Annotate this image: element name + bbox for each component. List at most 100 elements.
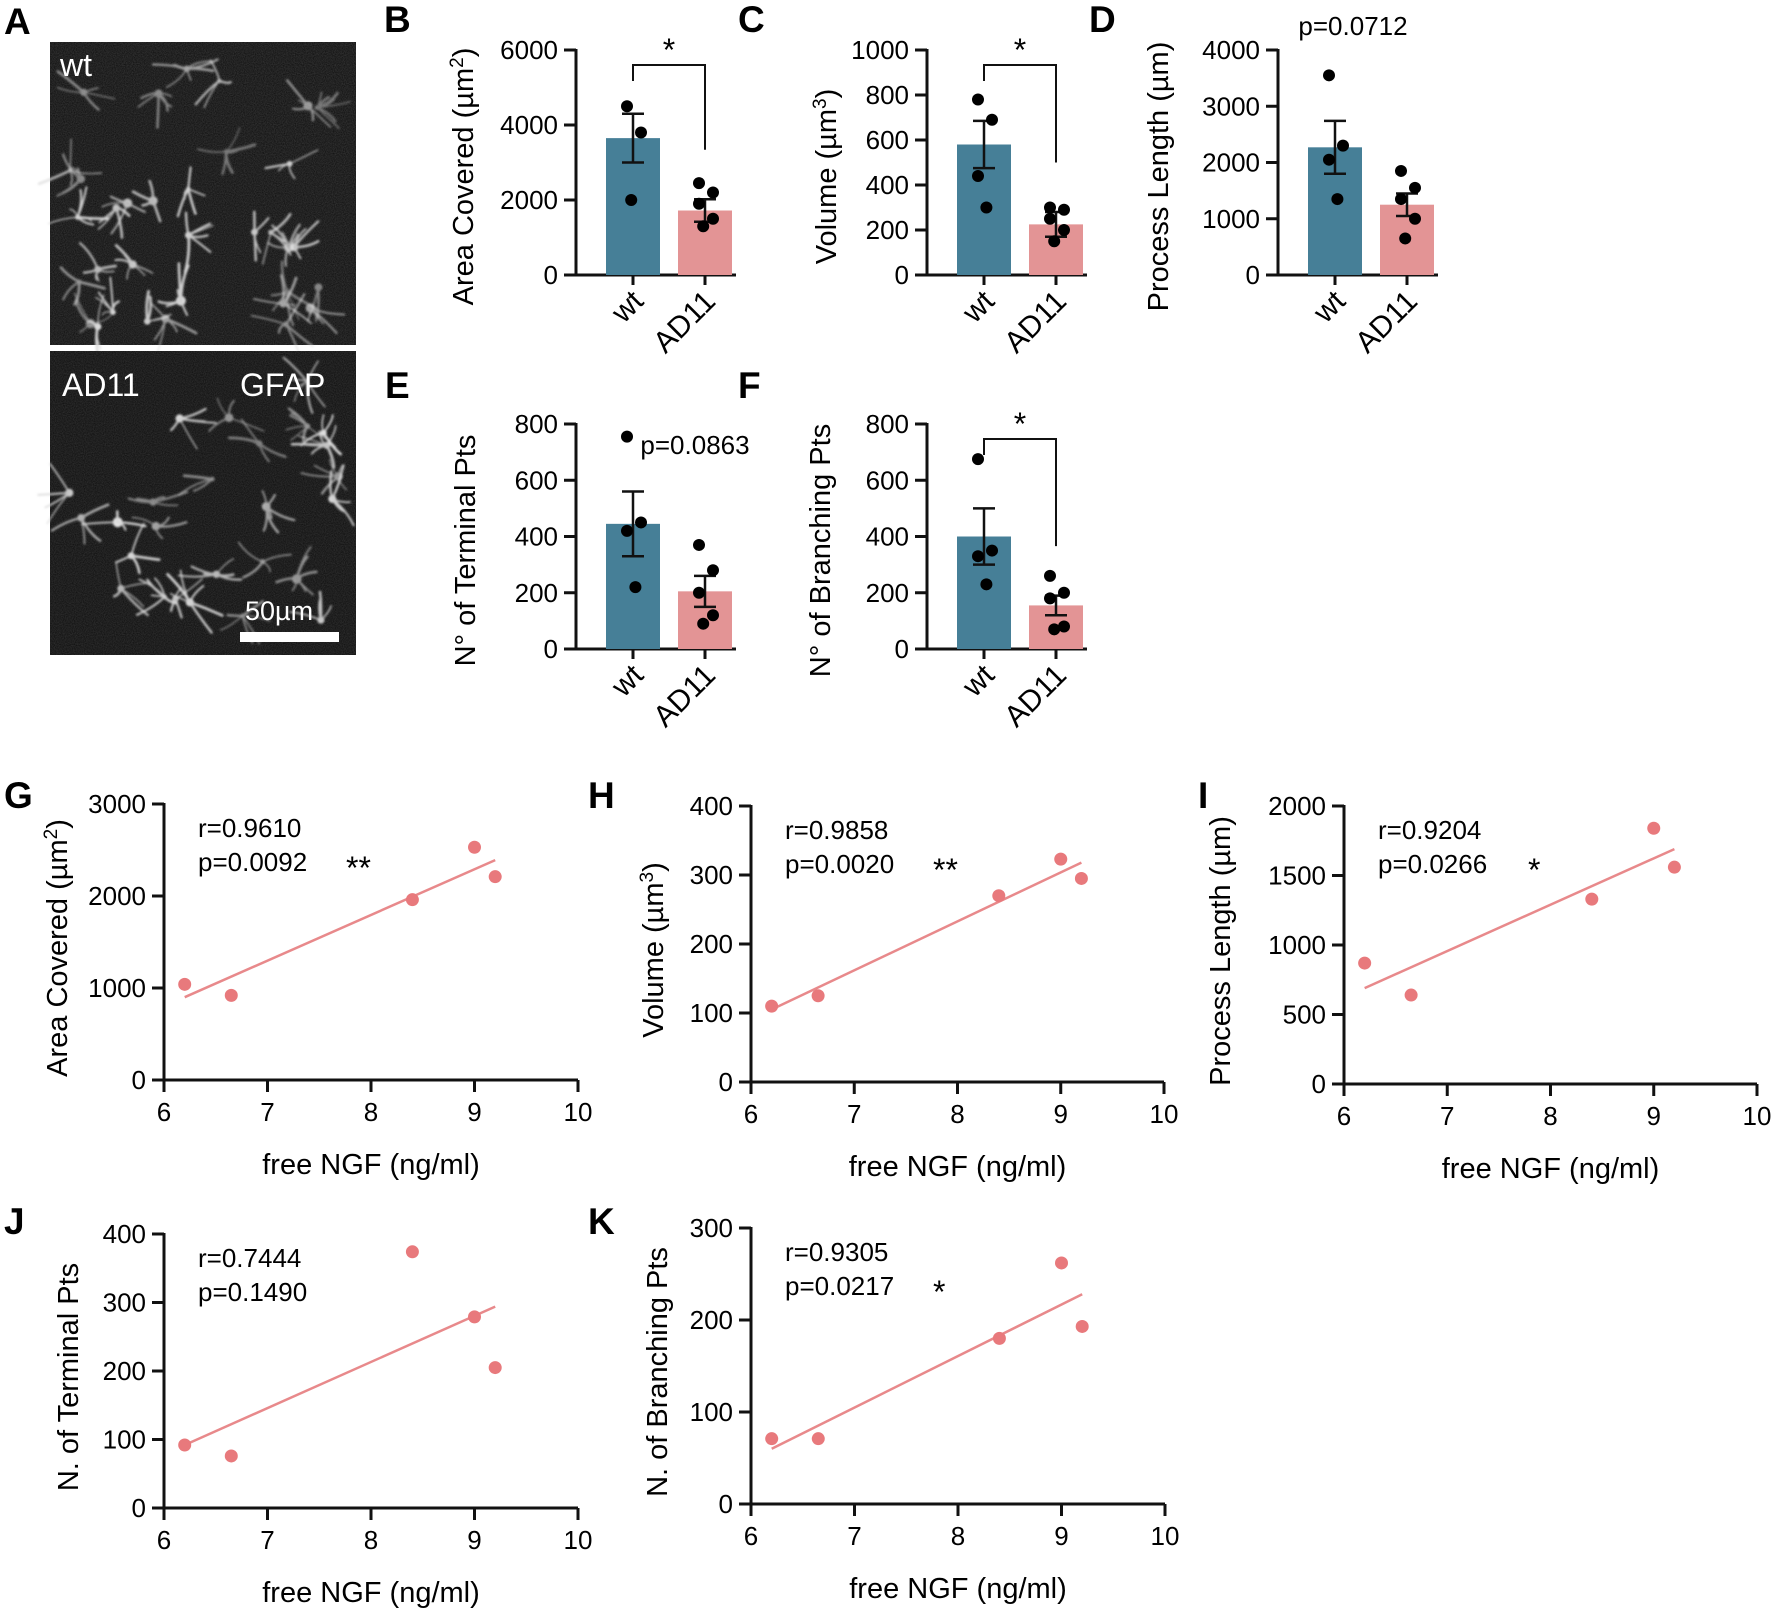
astrocyte-process: [306, 380, 326, 408]
x-tick-label: 8: [1543, 1101, 1557, 1131]
astrocyte: [136, 577, 178, 616]
micrograph-label-ad11: AD11: [62, 367, 140, 403]
data-point: [635, 126, 647, 139]
y-tick-label: 200: [866, 215, 909, 245]
astrocyte-process: [120, 587, 145, 608]
astrocyte-process: [157, 92, 169, 112]
scatter-point: [1404, 988, 1418, 1002]
data-point: [1409, 212, 1421, 225]
astrocyte-process: [115, 562, 122, 590]
x-axis-title: free NGF (ng/ml): [849, 1573, 1067, 1605]
regression-line: [184, 1305, 496, 1447]
astrocyte-process: [297, 99, 309, 107]
astrocyte-process: [300, 472, 340, 478]
astrocyte-process: [76, 189, 83, 219]
astrocyte-process: [286, 290, 295, 327]
astrocyte-process: [44, 491, 71, 509]
data-point: [629, 581, 642, 594]
astrocyte-process: [318, 598, 323, 622]
data-point: [697, 220, 710, 233]
data-point: [980, 578, 993, 591]
astrocyte: [59, 266, 106, 306]
x-tick-label: 8: [364, 1525, 378, 1555]
scatter-point: [1667, 860, 1681, 874]
y-tick-label: 0: [895, 634, 909, 664]
scale-bar-label: 50µm: [245, 596, 313, 626]
astrocyte-process: [174, 597, 183, 619]
x-axis-title: free NGF (ng/ml): [262, 1577, 480, 1609]
astrocyte: [228, 418, 287, 463]
astrocyte-process: [188, 601, 213, 634]
y-tick-label: 1000: [851, 35, 909, 65]
astrocyte-process: [78, 242, 99, 271]
astrocyte-process: [80, 516, 102, 542]
p-value-label: p=0.0266: [1378, 849, 1487, 879]
panel-a: A wt AD11 GFAP 50µm: [4, 1, 356, 655]
y-tick-label: 200: [103, 1356, 146, 1386]
data-point: [986, 544, 998, 557]
astrocyte-process: [215, 573, 243, 581]
panel-letter-c: C: [738, 0, 765, 40]
astrocyte-process: [280, 274, 285, 305]
x-category-label: wt: [605, 658, 651, 704]
scatter-point: [811, 989, 825, 1003]
astrocyte: [97, 204, 131, 239]
astrocyte: [177, 558, 243, 581]
significance-star: *: [1014, 32, 1026, 68]
astrocyte: [112, 562, 149, 617]
y-tick-label: 2000: [500, 185, 558, 215]
astrocyte-process: [220, 615, 244, 631]
astrocyte-process: [290, 442, 329, 447]
astrocyte-process: [271, 224, 290, 249]
astrocyte-process: [153, 317, 167, 341]
astrocyte-process: [126, 263, 134, 280]
y-tick-label: 0: [132, 1493, 146, 1523]
astrocyte-process: [179, 569, 191, 604]
data-point: [986, 113, 998, 126]
astrocyte-process: [320, 605, 332, 621]
astrocyte-process: [138, 578, 166, 598]
y-axis-title: Process Length (µm): [1205, 816, 1237, 1086]
astrocyte-process: [293, 228, 307, 249]
data-point: [1058, 224, 1070, 236]
data-point: [707, 564, 719, 577]
x-axis-title: free NGF (ng/ml): [262, 1149, 480, 1181]
data-point: [1058, 203, 1070, 216]
astrocyte-process: [185, 67, 215, 73]
astrocyte: [151, 58, 219, 88]
astrocyte-process: [101, 202, 129, 208]
astrocyte: [282, 356, 326, 414]
y-axis-title: Area Covered (µm2): [447, 48, 481, 306]
astrocyte: [270, 260, 318, 327]
astrocyte-process: [145, 289, 150, 323]
data-point: [1399, 232, 1412, 245]
astrocyte-process: [155, 525, 164, 540]
astrocyte-process: [115, 206, 124, 239]
data-point: [693, 177, 705, 190]
y-axis-title: Area Covered (µm2): [41, 819, 75, 1077]
astrocyte-process: [178, 417, 206, 423]
regression-line: [771, 861, 1082, 1011]
scatter-point: [1074, 871, 1088, 885]
x-category-label: AD11: [647, 659, 722, 734]
astrocyte-process: [132, 263, 146, 276]
astrocyte: [290, 220, 320, 260]
astrocyte: [95, 276, 120, 316]
astrocyte-process: [337, 475, 348, 491]
data-point: [1048, 235, 1061, 248]
micrograph-label-wt: wt: [59, 47, 92, 83]
x-tick-label: 10: [564, 1097, 593, 1127]
astrocyte-process: [265, 493, 276, 508]
astrocyte-process: [216, 397, 230, 419]
astrocyte-process: [269, 231, 287, 243]
astrocyte-process: [316, 106, 340, 130]
y-tick-label: 400: [866, 170, 909, 200]
x-tick-label: 8: [364, 1097, 378, 1127]
astrocyte-process: [218, 79, 232, 85]
astrocyte-process: [112, 587, 123, 598]
astrocyte-process: [154, 516, 170, 528]
x-tick-label: 10: [1743, 1101, 1772, 1131]
astrocyte-process: [81, 521, 119, 526]
astrocyte: [314, 91, 351, 130]
